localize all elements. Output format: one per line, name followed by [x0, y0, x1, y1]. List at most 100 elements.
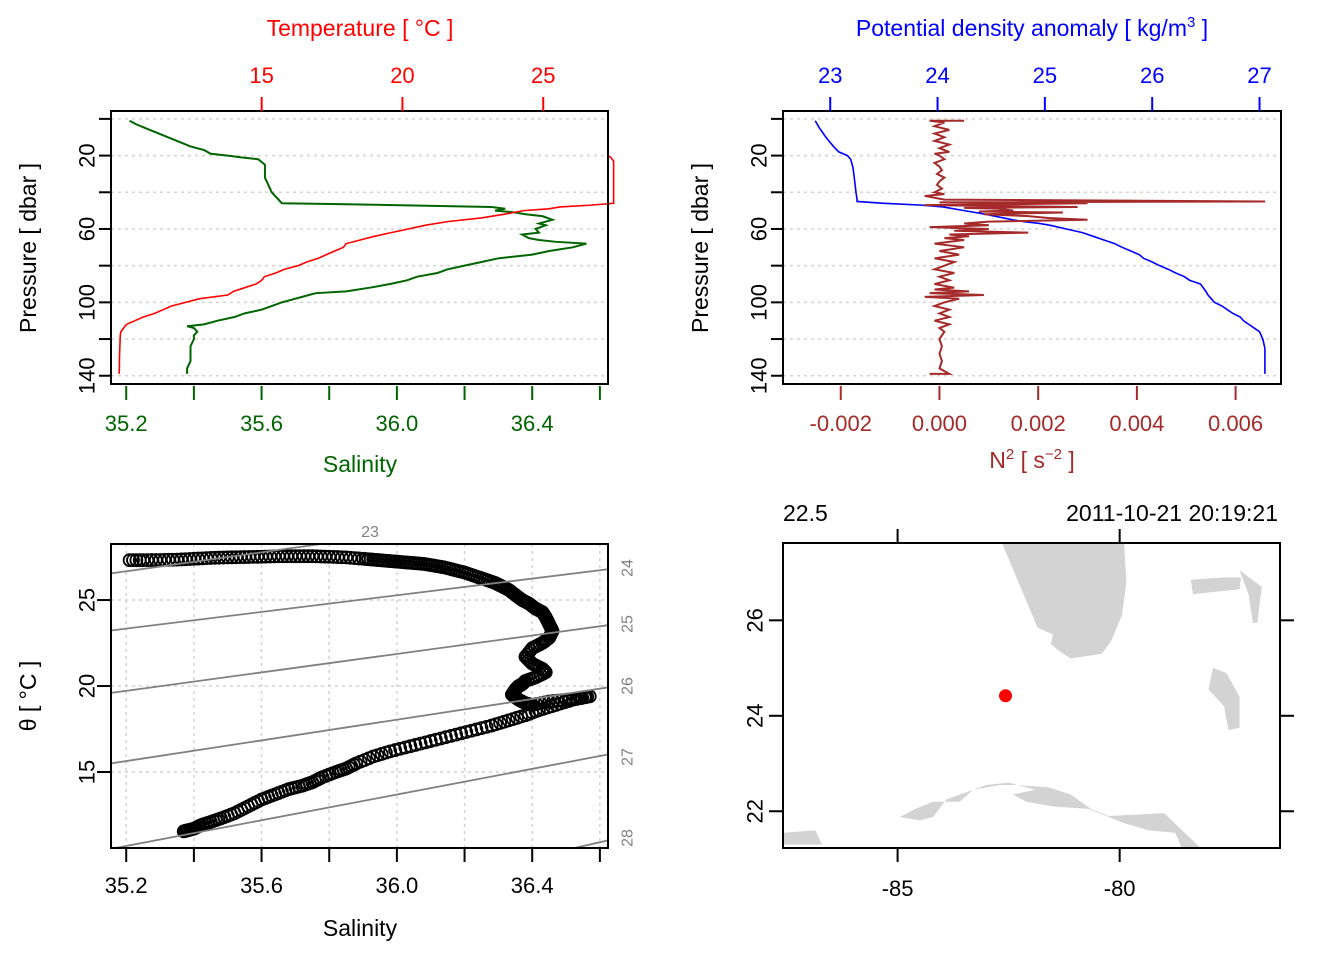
p3-salinity-axis-title: Salinity: [323, 915, 398, 941]
p3-data-point: [388, 743, 403, 757]
p3-data-point: [433, 731, 448, 746]
p4-station-marker: [999, 689, 1013, 703]
p2-n2-title-e: ]: [1062, 447, 1075, 473]
p3-isopycnal-line: [111, 753, 608, 848]
p3-data-point: [408, 738, 423, 752]
p2-pressure-axis-title: Pressure [ dbar ]: [687, 163, 713, 333]
p4-longitude-axis: -85 -80: [882, 529, 1136, 901]
p2-n2-axis: -0.002 0.000 0.002 0.004 0.006: [810, 386, 1263, 436]
p3-y-tick-label: 15: [75, 760, 100, 784]
p3-y-tick-label: 25: [75, 588, 100, 612]
p1-salinity-tick-label: 35.2: [105, 411, 148, 436]
p2-density-axis: 23 24 25 26 27: [818, 63, 1272, 111]
p1-y-tick-label: 100: [75, 284, 100, 321]
p3-points: [122, 549, 597, 839]
p4-land-abaco: [1239, 570, 1262, 623]
p2-density-title-sup: 3: [1187, 14, 1195, 31]
p1-salinity-axis-title: Salinity: [323, 451, 398, 477]
p3-x-tick-label: 36.4: [511, 873, 554, 898]
p2-density-tick-label: 23: [818, 63, 842, 88]
p3-isopycnal-label: 23: [361, 524, 379, 541]
p1-temperature-tick-label: 25: [531, 63, 555, 88]
p3-data-point: [439, 730, 453, 745]
p2-gridlines: [783, 118, 1281, 377]
p2-n2-tick-label: 0.002: [1011, 411, 1066, 436]
p1-temperature-tick-label: 20: [390, 63, 414, 88]
p3-data-point: [479, 719, 494, 734]
p1-gridlines: [111, 118, 608, 377]
p3-data-point: [423, 734, 438, 748]
p2-n2-title-c: [ s: [1014, 447, 1045, 473]
p2-plot-frame: [782, 110, 1282, 385]
p3-isopycnal-lines: [111, 544, 608, 848]
p2-density-title-end: ]: [1195, 15, 1208, 41]
p1-pressure-axis-title: Pressure [ dbar ]: [15, 163, 41, 333]
p4-land-grand-bahama: [1190, 577, 1241, 595]
p2-n2-axis-title: N2 [ s−2 ]: [989, 446, 1075, 473]
p3-data-point: [444, 728, 458, 743]
p3-data-point: [347, 551, 362, 565]
p2-y-tick-label: 60: [747, 217, 772, 241]
p1-salinity-tick-label: 36.0: [375, 411, 418, 436]
p3-x-tick-label: 35.6: [240, 873, 283, 898]
p1-salinity-line: [129, 119, 587, 374]
p2-density-axis-title: Potential density anomaly [ kg/m3 ]: [856, 14, 1208, 41]
p1-y-tick-label: 140: [75, 357, 100, 394]
p3-isopycnal-label: 24: [620, 559, 637, 577]
p4-land-florida: [1001, 543, 1127, 659]
salinity-temperature-profile-panel: 20 60 100 140 15 20 25 35.2 35.6 36.0 36.4 Tempe…: [15, 15, 615, 477]
p3-data-point: [393, 741, 408, 756]
p2-n2-tick-label: 0.006: [1208, 411, 1263, 436]
p4-land: [783, 543, 1280, 848]
p1-series: [118, 119, 615, 374]
p2-y-tick-label: 140: [747, 357, 772, 394]
p3-data-point: [474, 721, 489, 736]
p3-data-point: [413, 736, 428, 751]
p1-temperature-axis: 15 20 25: [249, 63, 555, 111]
p3-x-tick-label: 35.2: [105, 873, 148, 898]
p4-y-tick-label: 24: [743, 704, 768, 728]
p2-n2-tick-label: -0.002: [810, 411, 872, 436]
p4-top-left-label: 22.5: [783, 500, 828, 526]
p1-temperature-line: [118, 120, 615, 374]
ts-diagram-panel: 23 24 25 26 27 28 35.2 35.6 36.0 36.4 15 20 25 Sal…: [15, 524, 637, 941]
p3-isopycnal-label: 27: [620, 748, 637, 766]
p2-y-axis: 20 60 100 140: [747, 117, 783, 394]
p4-y-tick-label: 22: [743, 799, 768, 823]
p4-timestamp-label: 2011-10-21 20:19:21: [1066, 500, 1278, 526]
p3-data-point: [464, 723, 479, 738]
p1-y-tick-label: 20: [75, 143, 100, 167]
p3-data-point: [459, 725, 474, 739]
p3-isopycnal-label: 25: [620, 615, 637, 633]
p4-map-frame: [782, 542, 1281, 849]
station-map-panel: -85 -80 22 24 26 22.5 2011-10-21 20:19:21: [743, 500, 1294, 901]
p4-land-yucatan-tip: [783, 830, 823, 845]
p3-data-point: [469, 722, 484, 737]
p2-density-tick-label: 27: [1247, 63, 1271, 88]
p1-y-axis: 20 60 100 140: [75, 117, 111, 394]
p3-isopycnals: 23 24 25 26 27 28: [111, 524, 637, 848]
p3-isopycnal-line: [111, 568, 608, 632]
p3-data-point: [428, 732, 443, 747]
p1-y-tick-label: 60: [75, 217, 100, 241]
p3-data-point: [418, 735, 433, 750]
p1-salinity-tick-label: 36.4: [511, 411, 554, 436]
p2-density-title-main: Potential density anomaly [ kg/m: [856, 15, 1187, 41]
p2-n2-title-a: N: [989, 447, 1006, 473]
p2-n2-title-b: 2: [1006, 446, 1014, 463]
p4-y-tick-label: 26: [743, 608, 768, 632]
p3-data-point: [449, 727, 463, 742]
p3-isopycnal-line: [111, 686, 608, 765]
p4-station: [999, 689, 1013, 703]
p1-salinity-axis: 35.2 35.6 36.0 36.4: [105, 386, 601, 436]
p3-theta-axis-title: θ [ °C ]: [15, 661, 41, 732]
p2-density-line: [814, 120, 1266, 374]
p4-x-tick-label: -80: [1104, 876, 1136, 901]
p1-temperature-axis-title: Temperature [ °C ]: [267, 15, 454, 41]
p3-data-point: [484, 718, 499, 733]
p2-n2-tick-label: 0.000: [912, 411, 967, 436]
p2-n2-tick-label: 0.004: [1109, 411, 1164, 436]
